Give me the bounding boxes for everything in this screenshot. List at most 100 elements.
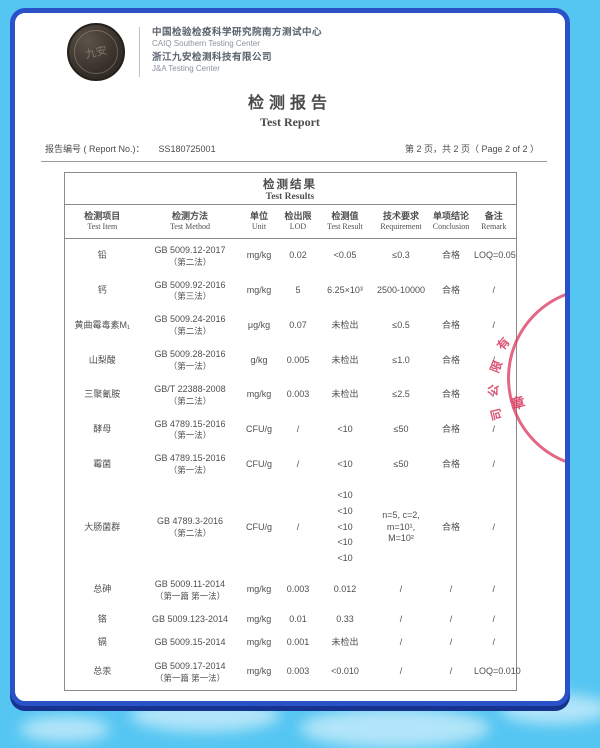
report-number: 报告编号 ( Report No.)： SS180725001 <box>45 142 216 155</box>
report-title-en: Test Report <box>260 115 320 129</box>
cell-remark: LOQ=0.05 <box>474 250 516 261</box>
report-header: 九安 中国检验检疫科学研究院南方测试中心 CAIQ Southern Testi… <box>67 23 565 81</box>
cell-unit: mg/kg <box>246 666 272 677</box>
report-number-value: SS180725001 <box>158 144 216 154</box>
cell-conclusion: 合格 <box>441 250 460 261</box>
cell-requirement: / <box>399 637 403 648</box>
cell-requirement: ≤0.3 <box>392 250 410 261</box>
table-title-cell: 检测结果 Test Results <box>64 172 516 205</box>
cell-requirement: / <box>399 613 403 624</box>
cell-conclusion: 合格 <box>441 424 460 435</box>
cell-conclusion: 合格 <box>441 354 460 365</box>
table-title-row: 检测结果 Test Results <box>64 172 516 205</box>
org2-name-en: J&A Testing Center <box>152 63 220 73</box>
stamp-char: 公 <box>486 384 501 398</box>
cell-method: GB 5009.15-2014 <box>154 637 226 648</box>
cell-item: 三聚氰胺 <box>84 389 121 400</box>
cell-conclusion: 合格 <box>441 458 460 469</box>
table-row-lead: 铅 GB 5009.12-2017 （第二法） mg/kg 0.02 <0.05 … <box>64 238 516 273</box>
cell-lod: / <box>296 458 300 469</box>
report-number-row: 报告编号 ( Report No.)： SS180725001 第 2 页，共 2… <box>45 142 539 155</box>
cell-method: GB 5009.92-2016 （第三法） <box>154 279 226 302</box>
cell-method: GB 4789.15-2016 （第一法） <box>154 453 226 476</box>
cell-requirement: ≤0.5 <box>392 319 410 330</box>
cell-lod: 5 <box>295 285 301 296</box>
cell-item: 黄曲霉毒素M₁ <box>74 319 131 330</box>
cell-result: 0.33 <box>336 613 354 624</box>
cell-lod: 0.003 <box>286 666 310 677</box>
cell-remark: / <box>492 637 495 648</box>
report-title: 检测报告 Test Report <box>15 89 565 130</box>
header-rule <box>41 161 547 162</box>
cell-result: <10 <box>337 424 353 435</box>
cell-requirement: 2500-10000 <box>376 285 426 296</box>
cell-result: <10 <box>337 458 353 469</box>
cell-conclusion: / <box>449 637 453 648</box>
cell-conclusion: 合格 <box>441 521 460 532</box>
cell-remark: / <box>492 613 495 624</box>
col-requirement: 技术要求 Requirement <box>372 204 430 239</box>
cell-unit: mg/kg <box>246 584 272 595</box>
cell-conclusion: 合格 <box>441 389 460 400</box>
cell-unit: mg/kg <box>246 250 272 261</box>
cell-conclusion: 合格 <box>441 319 460 330</box>
cell-item: 铅 <box>97 250 107 261</box>
cell-method: GB 5009.12-2017 （第二法） <box>154 244 226 267</box>
col-conclusion: 单项结论 Conclusion <box>430 204 472 239</box>
cell-remark: / <box>492 354 495 365</box>
col-remark: 备注 Remark <box>472 204 516 239</box>
col-test-method: 检测方法 Test Method <box>140 204 240 239</box>
cell-unit: mg/kg <box>246 637 272 648</box>
org1-name-en: CAIQ Southern Testing Center <box>152 39 260 48</box>
cell-method: GB 5009.28-2016 （第一法） <box>154 349 226 371</box>
cell-requirement: n=5, c=2, m=10¹, M=10² <box>382 509 420 544</box>
cell-unit: CFU/g <box>245 424 272 435</box>
cell-method: GB 5009.17-2014 （第一篇 第一法） <box>154 660 226 683</box>
cell-result: <0.05 <box>333 250 357 261</box>
col-test-item: 检测项目 Test Item <box>64 204 140 239</box>
cell-item: 霉菌 <box>93 458 112 469</box>
report-page: 九安 中国检验检疫科学研究院南方测试中心 CAIQ Southern Testi… <box>10 8 570 706</box>
cell-lod: 0.001 <box>286 637 310 648</box>
cell-item: 铬 <box>97 613 107 624</box>
cell-requirement: ≤2.5 <box>392 389 410 400</box>
cell-method: GB 4789.3-2016 （第二法） <box>156 516 224 538</box>
organization-names: 中国检验检疫科学研究院南方测试中心 CAIQ Southern Testing … <box>152 27 322 77</box>
org2-name-cn: 浙江九安检测科技有限公司 <box>152 52 273 63</box>
seal-inner-ring-icon <box>74 30 118 74</box>
cell-item: 总汞 <box>93 666 112 677</box>
cell-conclusion: / <box>449 584 453 595</box>
cell-requirement: / <box>399 584 403 595</box>
cell-requirement: ≤50 <box>393 424 409 435</box>
table-title-en: Test Results <box>265 192 315 202</box>
col-test-result: 检测值 Test Result <box>318 204 372 239</box>
cell-remark: LOQ=0.010 <box>474 666 521 677</box>
cell-result: <0.010 <box>331 666 359 677</box>
org1-name-cn: 中国检验检疫科学研究院南方测试中心 <box>152 27 323 39</box>
cell-result: 6.25×10³ <box>327 285 363 296</box>
table-row-aflatoxin-m1: 黄曲霉毒素M₁ GB 5009.24-2016 （第二法） μg/kg 0.07 … <box>64 308 516 343</box>
cell-result: 未检出 <box>331 637 359 648</box>
cell-requirement: ≤1.0 <box>392 354 410 365</box>
cell-method: GB/T 22388-2008 （第二法） <box>154 383 226 406</box>
cell-remark: / <box>492 584 495 595</box>
cell-method: GB 5009.24-2016 （第二法） <box>154 314 226 337</box>
table-row-chromium: 铬 GB 5009.123-2014 mg/kg 0.01 0.33 / / / <box>64 608 516 632</box>
table-row-calcium: 钙 GB 5009.92-2016 （第三法） mg/kg 5 6.25×10³ … <box>64 274 516 309</box>
cell-lod: / <box>296 521 300 532</box>
table-row-mold: 霉菌 GB 4789.15-2016 （第一法） CFU/g / <10 ≤50 … <box>64 447 516 482</box>
page-indicator: 第 2 页，共 2 页（ Page 2 of 2 ） <box>404 144 539 154</box>
cell-result: 0.012 <box>333 584 357 595</box>
cell-item: 钙 <box>97 285 107 296</box>
cell-lod: 0.005 <box>286 354 310 365</box>
header-divider <box>139 27 140 77</box>
cell-lod: 0.003 <box>286 584 310 595</box>
cell-result: 未检出 <box>331 354 359 365</box>
cell-item: 山梨酸 <box>88 354 116 365</box>
seal-text: 九安 <box>84 44 109 62</box>
cell-conclusion: 合格 <box>441 285 460 296</box>
cell-result: 未检出 <box>331 319 359 330</box>
cell-unit: μg/kg <box>247 319 271 330</box>
cell-conclusion: / <box>449 613 453 624</box>
table-row-cadmium: 镉 GB 5009.15-2014 mg/kg 0.001 未检出 / / / <box>64 631 516 655</box>
